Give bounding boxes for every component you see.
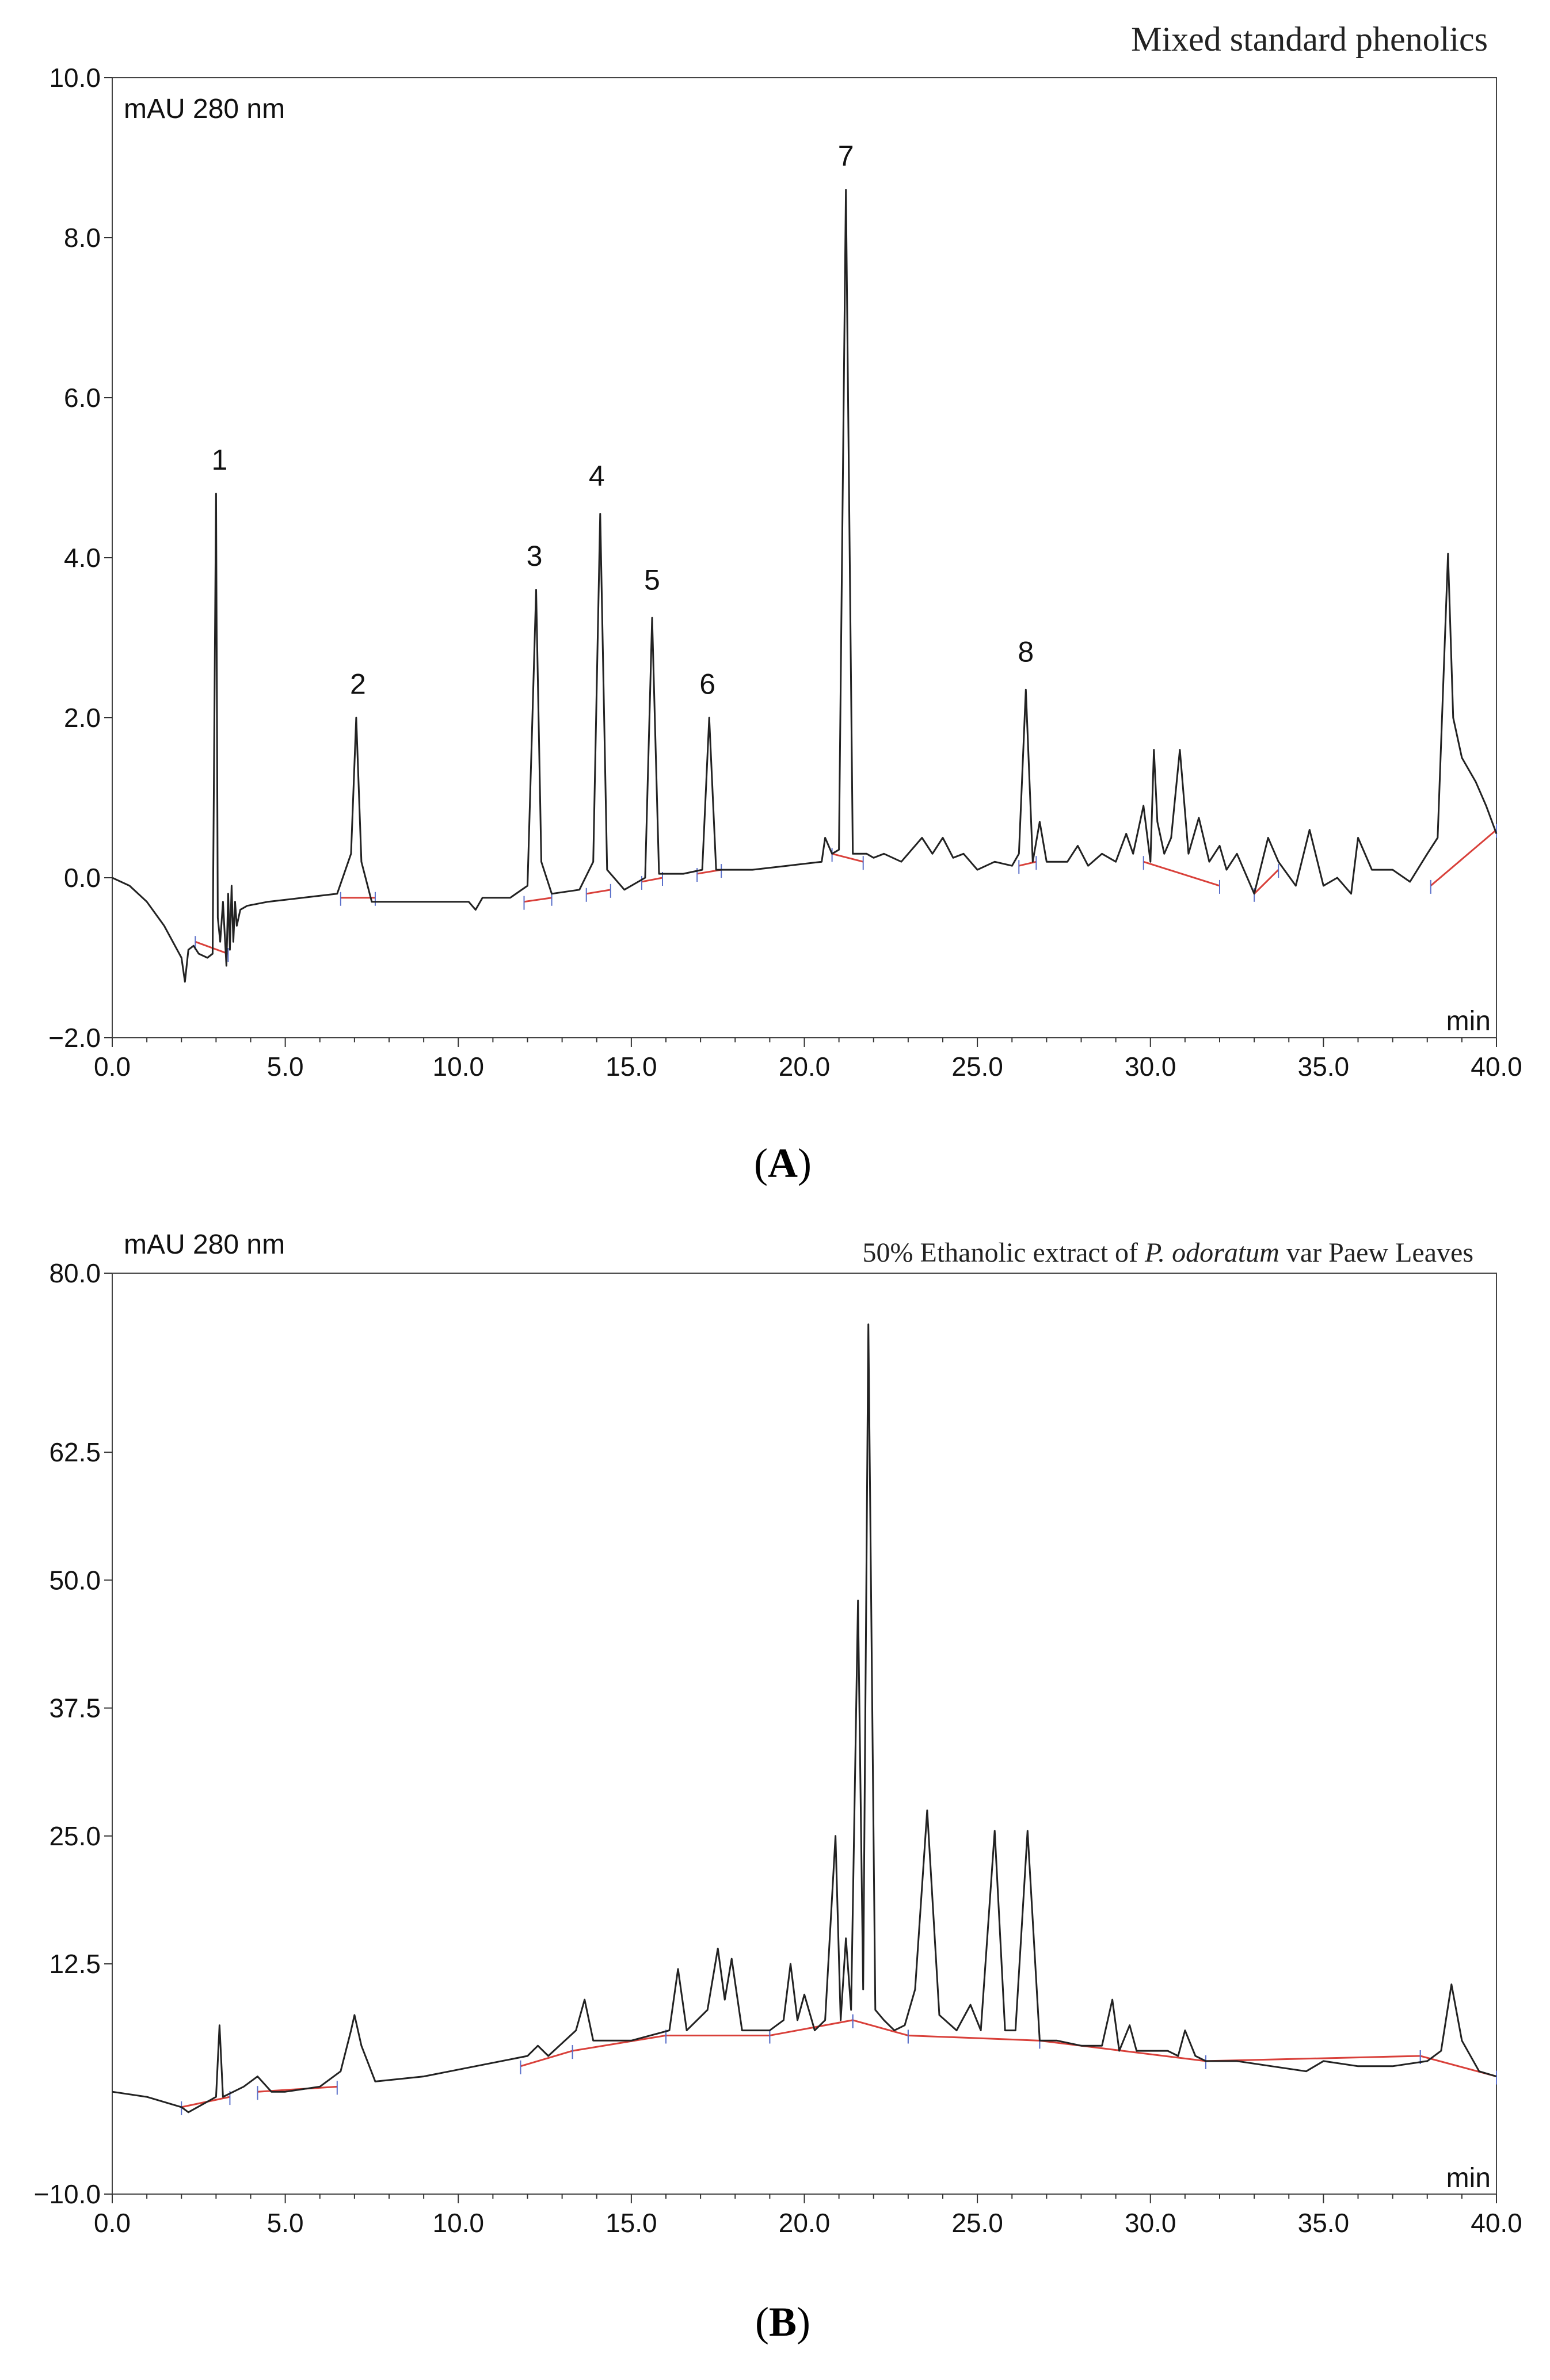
baseline-segment <box>908 2034 1040 2042</box>
x-tick-label: 0.0 <box>94 1052 131 1082</box>
panel-a-baselines <box>195 824 1497 962</box>
baseline-segment <box>195 940 228 955</box>
panel-b-letter: B <box>769 2299 797 2345</box>
panel-a-y-axis-label: mAU 280 nm <box>124 94 285 124</box>
panel-a-trace <box>112 189 1498 983</box>
panel-a-x-axis-label: min <box>1446 1006 1491 1037</box>
baseline-segment <box>524 897 552 903</box>
baseline-segment <box>1430 829 1497 887</box>
x-tick-label: 5.0 <box>267 2208 304 2238</box>
y-tick-label: 25.0 <box>49 1821 101 1851</box>
panel-b-title-suffix: var Paew Leaves <box>1279 1237 1473 1268</box>
panel-b-y-ticks: −10.0 12.5 25.0 37.5 50.0 62.5 80.0 <box>34 1258 112 2209</box>
baseline-segment <box>586 889 611 895</box>
y-tick-label: 0.0 <box>64 863 101 893</box>
x-tick-label: 35.0 <box>1298 2208 1350 2238</box>
panel-a-label: (A) <box>754 1140 812 1186</box>
y-tick-label: −2.0 <box>48 1023 101 1053</box>
panel-b-trace <box>112 1323 1497 2114</box>
panel-a-chart: Mixed standard phenolics mAU 280 nm min … <box>48 20 1522 1186</box>
peak-label: 2 <box>350 668 366 700</box>
peak-label: 4 <box>589 460 605 492</box>
panel-a-x-ticks: 0.0 5.0 10.0 15.0 20.0 25.0 30.0 35.0 40.0 <box>94 1038 1522 1082</box>
baseline-segment <box>1018 860 1037 867</box>
baseline-segment <box>1254 869 1279 894</box>
panel-a-peak-labels: 1 2 3 4 5 6 7 8 <box>211 140 1034 700</box>
baseline-segment <box>572 2034 667 2052</box>
y-tick-label: 50.0 <box>49 1565 101 1595</box>
peak-label: 1 <box>211 444 227 476</box>
panel-a-y-ticks: −2.0 0.0 2.0 4.0 6.0 8.0 10.0 <box>48 63 112 1053</box>
peak-label: 6 <box>699 668 715 700</box>
x-tick-label: 20.0 <box>779 2208 831 2238</box>
y-tick-label: 6.0 <box>64 383 101 413</box>
x-tick-label: 40.0 <box>1471 1052 1522 1082</box>
panel-b-title-species: P. odoratum <box>1144 1237 1279 1268</box>
x-tick-label: 15.0 <box>605 2208 657 2238</box>
x-tick-label: 20.0 <box>779 1052 831 1082</box>
panel-a-plot-frame <box>112 77 1497 1038</box>
x-tick-label: 40.0 <box>1471 2208 1522 2238</box>
y-tick-label: 12.5 <box>49 1949 101 1979</box>
x-tick-label: 25.0 <box>951 2208 1003 2238</box>
panel-b-y-axis-label: mAU 280 nm <box>124 1229 285 1260</box>
panel-b-baselines <box>181 2014 1497 2115</box>
y-tick-label: 80.0 <box>49 1258 101 1288</box>
panel-a-title: Mixed standard phenolics <box>1131 20 1488 58</box>
panel-a-letter: A <box>768 1140 798 1186</box>
y-tick-label: 8.0 <box>64 223 101 253</box>
panel-b-label: (B) <box>755 2299 810 2345</box>
x-tick-label: 25.0 <box>951 1052 1003 1082</box>
baseline-segment <box>520 2050 573 2067</box>
panel-b-x-ticks: 0.0 5.0 10.0 15.0 20.0 25.0 30.0 35.0 40.0 <box>94 2194 1522 2238</box>
x-tick-label: 30.0 <box>1125 2208 1176 2238</box>
panel-b-x-axis-label: min <box>1446 2163 1491 2194</box>
baseline-segment <box>770 2019 853 2036</box>
peak-label: 3 <box>527 540 543 572</box>
baseline-segment <box>1143 860 1220 887</box>
x-tick-label: 10.0 <box>432 1052 484 1082</box>
baseline-segment <box>852 2019 909 2036</box>
chromatogram-trace <box>112 1323 1497 2114</box>
x-tick-label: 15.0 <box>605 1052 657 1082</box>
y-tick-label: 10.0 <box>49 63 101 93</box>
y-tick-label: 62.5 <box>49 1437 101 1467</box>
y-tick-label: 37.5 <box>49 1693 101 1723</box>
baseline-segment <box>641 877 663 883</box>
y-tick-label: 4.0 <box>64 543 101 573</box>
x-tick-label: 0.0 <box>94 2208 131 2238</box>
chromatogram-trace <box>112 189 1498 983</box>
peak-label: 8 <box>1018 636 1034 668</box>
x-tick-label: 5.0 <box>267 1052 304 1082</box>
baseline-segment <box>1039 2039 1206 2062</box>
y-tick-label: −10.0 <box>34 2179 101 2209</box>
peak-label: 5 <box>644 564 660 596</box>
baseline-segment <box>1205 2055 1420 2062</box>
panel-b-plot-frame <box>112 1273 1497 2195</box>
peak-label: 7 <box>838 140 854 172</box>
x-tick-label: 10.0 <box>432 2208 484 2238</box>
x-tick-label: 30.0 <box>1125 1052 1176 1082</box>
x-tick-label: 35.0 <box>1298 1052 1350 1082</box>
panel-b-title-prefix: 50% Ethanolic extract of <box>863 1237 1145 1268</box>
panel-b-title: 50% Ethanolic extract of P. odoratum var… <box>863 1237 1473 1268</box>
baseline-segment <box>832 852 864 863</box>
panel-b-chart: mAU 280 nm 50% Ethanolic extract of P. o… <box>34 1229 1522 2345</box>
y-tick-label: 2.0 <box>64 703 101 733</box>
